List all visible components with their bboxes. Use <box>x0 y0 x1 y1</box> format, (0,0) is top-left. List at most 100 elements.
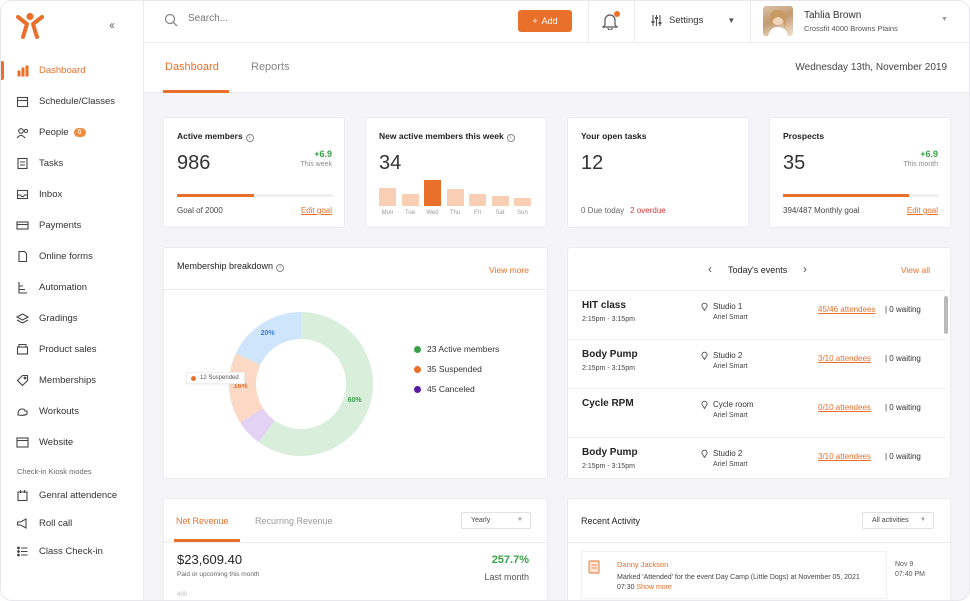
layers-icon <box>15 312 29 326</box>
donut-slice-suspended[interactable] <box>229 353 264 423</box>
event-attendees-link[interactable]: 45/46 attendees <box>818 305 876 314</box>
activity-date-time: 07:40 PM <box>895 571 925 578</box>
events-title: Today's events <box>728 265 788 275</box>
sidebar-item-product-sales[interactable]: Product sales <box>1 334 144 365</box>
bar-mon[interactable] <box>379 187 396 206</box>
bar-sat[interactable] <box>491 196 509 206</box>
donut-slice-other[interactable] <box>235 312 301 365</box>
user-name[interactable]: Tahlia Brown <box>804 10 862 21</box>
event-attendees-link[interactable]: 3/10 attendees <box>818 452 871 461</box>
bar-thu[interactable] <box>446 189 464 206</box>
sidebar-item-label: Memberships <box>39 375 97 386</box>
bar-sun[interactable] <box>514 197 531 206</box>
active-members-count: 986 <box>177 152 211 174</box>
card-title: Prospects <box>783 131 825 141</box>
tab-dashboard[interactable]: Dashboard <box>165 61 219 73</box>
event-coach: Ariel Smart <box>713 412 748 419</box>
chevron-down-icon: ▼ <box>727 16 736 25</box>
event-time: 2:15pm - 3:15pm <box>582 365 635 372</box>
tab-recurring-revenue[interactable]: Recurring Revenue <box>255 516 333 526</box>
legend-item: 35 Suspended <box>414 359 499 379</box>
bell-icon[interactable] <box>602 12 618 30</box>
view-more-link[interactable]: View more <box>489 265 529 275</box>
sidebar-item-gradings[interactable]: Gradings <box>1 303 144 334</box>
period-select[interactable]: Yearly ▼ <box>461 512 531 529</box>
activity-item[interactable]: Danny Jackson Marked 'Attended' for the … <box>581 551 887 599</box>
activity-person[interactable]: Danny Jackson <box>617 560 669 569</box>
inbox-icon <box>15 188 29 202</box>
tasks-icon <box>15 157 29 171</box>
day-label: Tue <box>404 210 416 216</box>
event-attendees-link[interactable]: 0/10 attendees <box>818 403 871 412</box>
sidebar-item-tasks[interactable]: Tasks <box>1 148 144 179</box>
sidebar-item-label: Online forms <box>39 251 93 262</box>
revenue-amount: $23,609.40 <box>177 552 243 567</box>
sidebar-item-roll-call[interactable]: Roll call <box>1 509 144 537</box>
day-label: Thu <box>449 210 461 216</box>
edit-goal-link[interactable]: Edit goal <box>906 206 938 215</box>
collapse-sidebar-icon[interactable]: ‹‹ <box>109 18 115 32</box>
goal-label: Goal of 2000 <box>177 206 223 215</box>
sidebar-item-workouts[interactable]: Workouts <box>1 396 144 427</box>
document-icon <box>588 560 600 574</box>
sidebar-item-memberships[interactable]: Memberships <box>1 365 144 396</box>
activity-text: Marked 'Attended' for the event Day Camp… <box>617 573 872 593</box>
sidebar-item-schedule-classes[interactable]: Schedule/Classes <box>1 86 144 117</box>
tab-reports[interactable]: Reports <box>251 61 290 73</box>
event-row[interactable]: Body Pump 2:15pm - 3:15pm Studio 2 Ariel Sm… <box>568 437 946 478</box>
donut-slice-canceled[interactable] <box>240 408 275 443</box>
page-tabs: Dashboard Reports Wednesday 13th, Novemb… <box>144 43 969 93</box>
info-icon[interactable]: i <box>506 134 515 142</box>
divider <box>750 1 751 43</box>
membership-breakdown-card: Membership breakdown i View more 60% 16% 20… <box>163 247 548 479</box>
event-row[interactable]: HIT class 2:15pm - 3:15pm Studio 1 Ariel Sm… <box>568 290 946 339</box>
chevron-left-icon[interactable]: ‹ <box>708 262 712 276</box>
edit-goal-link[interactable]: Edit goal <box>300 206 332 215</box>
settings-menu[interactable]: Settings ▼ <box>650 14 735 27</box>
location-pin-icon <box>701 449 708 458</box>
bar-tue[interactable] <box>401 194 419 206</box>
sidebar-item-genral-attendence[interactable]: Genral attendence <box>1 481 144 509</box>
activity-filter-select[interactable]: All activities ▼ <box>862 512 934 529</box>
event-room: Studio 2 <box>713 449 743 458</box>
revenue-change-caption: Last month <box>484 572 529 582</box>
logo-icon[interactable] <box>15 11 45 41</box>
show-more-link[interactable]: Show more <box>636 584 672 591</box>
sidebar-item-online-forms[interactable]: Online forms <box>1 241 144 272</box>
search-input[interactable] <box>188 13 388 24</box>
tag-icon <box>15 374 29 388</box>
bar-wed[interactable] <box>424 180 441 206</box>
sidebar-item-inbox[interactable]: Inbox <box>1 179 144 210</box>
chevron-right-icon[interactable]: › <box>803 262 807 276</box>
events-scrollbar[interactable] <box>944 296 948 334</box>
chevron-down-icon[interactable]: ▼ <box>941 16 948 23</box>
location-pin-icon <box>701 400 708 409</box>
event-waiting: | 0 waiting <box>885 452 921 461</box>
event-row[interactable]: Body Pump 2:15pm - 3:15pm Studio 2 Ariel Sm… <box>568 339 946 388</box>
event-row[interactable]: Cycle RPM Cycle room Ariel Smart 0/10 atten… <box>568 388 946 437</box>
sidebar-item-people[interactable]: People 6 <box>1 117 144 148</box>
avatar[interactable] <box>763 6 793 36</box>
bar-fri[interactable] <box>469 194 486 206</box>
add-button[interactable]: + Add <box>518 10 572 32</box>
events-header: ‹ Today's events › View all <box>568 248 950 290</box>
sidebar-item-label: Product sales <box>39 344 97 355</box>
sidebar-item-automation[interactable]: Automation <box>1 272 144 303</box>
tab-net-revenue[interactable]: Net Revenue <box>176 516 229 526</box>
event-time: 2:15pm - 3:15pm <box>582 316 635 323</box>
sidebar-item-class-check-in[interactable]: Class Check-in <box>1 537 144 565</box>
view-all-link[interactable]: View all <box>900 265 930 275</box>
sidebar-item-website[interactable]: Website <box>1 427 144 458</box>
event-attendees-link[interactable]: 3/10 attendees <box>818 354 871 363</box>
suspended-callout: 12 Suspended <box>186 372 245 384</box>
count-badge: 6 <box>73 128 86 137</box>
sidebar-item-dashboard[interactable]: Dashboard <box>1 55 144 86</box>
info-icon[interactable]: i <box>245 134 254 142</box>
overdue-link[interactable]: 2 overdue <box>630 206 666 215</box>
new-members-count: 34 <box>379 152 402 174</box>
donut-slice-active[interactable] <box>258 312 373 456</box>
sidebar-item-payments[interactable]: Payments <box>1 210 144 241</box>
workout-icon <box>15 405 29 419</box>
info-icon[interactable]: i <box>276 264 285 272</box>
sidebar-item-label: Tasks <box>39 158 64 169</box>
